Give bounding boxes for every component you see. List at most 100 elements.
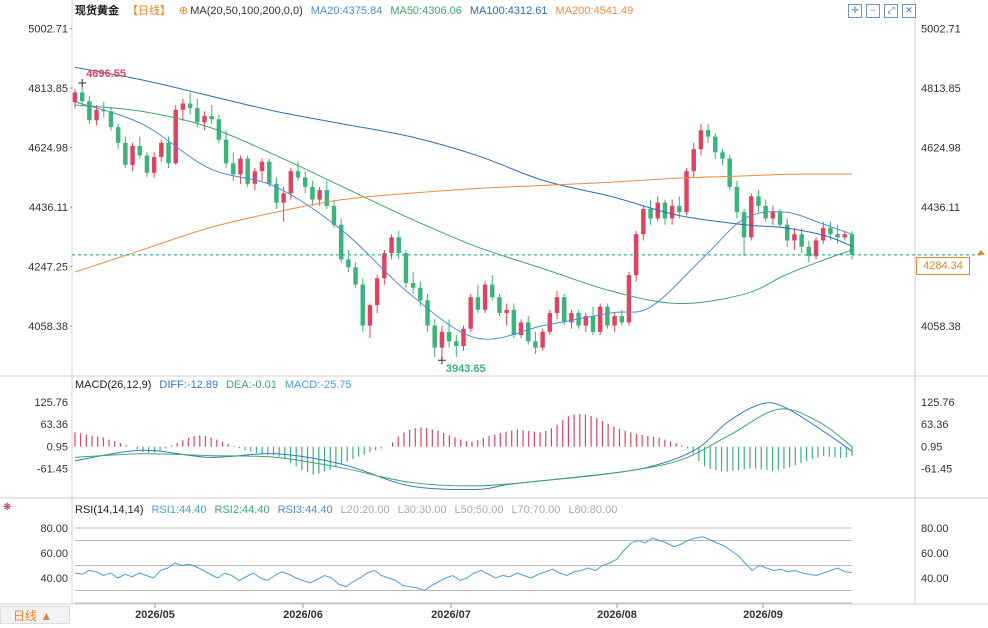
low-marker-icon xyxy=(437,356,446,365)
instrument-title: 现货黄金 xyxy=(75,5,119,17)
candle-body xyxy=(346,259,351,268)
candle-body xyxy=(705,130,711,137)
period-label[interactable]: 【日线】 xyxy=(127,5,171,17)
candle-body xyxy=(504,309,509,313)
candle-body xyxy=(756,196,761,206)
macd-tick-right: 0.95 xyxy=(921,441,942,453)
price-tick-left: 5002.71 xyxy=(28,24,68,36)
ma20-line xyxy=(74,101,853,340)
rsi-l80-value: L80:80.00 xyxy=(568,504,618,516)
candle-body xyxy=(849,234,855,255)
candle-body xyxy=(684,171,689,213)
candle-body xyxy=(209,116,214,120)
rsi-tick-right: 60.00 xyxy=(921,548,949,560)
macd-tick-left: -61.45 xyxy=(37,464,68,476)
candle-body xyxy=(799,234,804,247)
candle-body xyxy=(641,208,646,235)
crosshair-icon[interactable]: ✛ xyxy=(848,4,862,18)
candle-body xyxy=(813,240,819,257)
rsi-l70-value: L70:70.00 xyxy=(511,504,561,516)
rsi-line xyxy=(74,536,853,592)
candle-body xyxy=(367,305,373,326)
candle-body xyxy=(662,202,668,219)
candle-body xyxy=(828,227,833,235)
candle-body xyxy=(130,145,135,165)
candle-body xyxy=(749,196,754,238)
candle-body xyxy=(238,158,243,175)
candle-body xyxy=(79,92,85,102)
candle-body xyxy=(123,142,128,165)
candle-body xyxy=(612,316,617,326)
ma20-value: MA20:4375.84 xyxy=(310,5,383,17)
candle-body xyxy=(835,234,840,238)
time-tick-label: 2026/06 xyxy=(283,609,323,621)
fullscreen-icon[interactable]: ⤢ xyxy=(884,4,898,18)
candle-body xyxy=(187,103,193,109)
zoom-out-icon[interactable]: − xyxy=(866,4,880,18)
close-icon[interactable]: ✕ xyxy=(902,4,916,18)
candle-body xyxy=(597,306,603,332)
ma50-value: MA50:4306.06 xyxy=(390,5,462,17)
rsi-tick-left: 80.00 xyxy=(40,523,68,535)
candle-body xyxy=(540,331,545,348)
time-tick-label: 2026/05 xyxy=(135,609,175,621)
current-price-marker-icon xyxy=(977,249,985,255)
macd-tick-right: -61.45 xyxy=(921,464,952,476)
candle-body xyxy=(720,152,725,159)
candle-body xyxy=(310,186,315,200)
rsi-tick-right: 80.00 xyxy=(921,523,949,535)
candle-body xyxy=(547,312,553,332)
indicator-settings-icon[interactable]: ❋ xyxy=(3,502,12,513)
macd-macd-value: MACD:-25.75 xyxy=(284,379,352,391)
candle-body xyxy=(151,157,157,173)
candle-body xyxy=(475,297,481,310)
candle-body xyxy=(317,190,322,200)
price-tick-left: 4624.98 xyxy=(28,143,68,155)
price-tick-right: 5002.71 xyxy=(921,24,961,36)
candle-body xyxy=(252,171,258,184)
macd-tick-right: 125.76 xyxy=(921,397,955,409)
candle-body xyxy=(713,136,718,153)
rsi-legend: RSI(14,14,14) RSI1:44.40 RSI2:44.40 RSI3:44… xyxy=(75,503,625,517)
period-selector-button[interactable]: 日线 ▲ xyxy=(0,606,70,624)
candle-body xyxy=(446,331,452,342)
candle-body xyxy=(497,297,502,313)
candle-body xyxy=(569,312,574,323)
candle-body xyxy=(331,205,337,225)
settings-icon[interactable]: ⊕ xyxy=(179,5,189,17)
candle-body xyxy=(159,142,164,158)
candle-body xyxy=(281,193,286,203)
macd-dea-value: DEA:-0.01 xyxy=(226,379,277,391)
candle-body xyxy=(137,145,142,156)
candle-body xyxy=(468,297,473,329)
candle-body xyxy=(583,316,589,326)
candle-body xyxy=(648,208,653,219)
ma100-line xyxy=(74,66,853,247)
candle-body xyxy=(792,234,797,241)
candle-body xyxy=(216,119,222,140)
candle-body xyxy=(533,341,538,348)
price-tick-right: 4624.98 xyxy=(921,143,961,155)
ma200-line xyxy=(74,173,853,273)
price-legend: 现货黄金 【日线】 ⊕ MA(20,50,100,200,0,0) MA20:4375.… xyxy=(75,4,641,18)
candle-body xyxy=(777,212,783,225)
high-marker-icon xyxy=(78,78,87,87)
macd-dea-line xyxy=(74,408,853,487)
candle-body xyxy=(202,116,207,123)
candle-body xyxy=(144,155,150,173)
candle-body xyxy=(418,287,423,301)
candle-body xyxy=(439,331,445,348)
price-tick-right: 4058.38 xyxy=(921,321,961,333)
macd-tick-left: 125.76 xyxy=(34,397,68,409)
candle-body xyxy=(108,111,114,128)
candle-body xyxy=(245,158,250,184)
candle-body xyxy=(461,328,466,347)
rsi-l30-value: L30:30.00 xyxy=(397,504,447,516)
candle-body xyxy=(698,130,704,150)
candle-body xyxy=(195,108,200,123)
candle-body xyxy=(490,284,495,298)
candle-body xyxy=(590,316,596,332)
rsi-tick-left: 60.00 xyxy=(40,548,68,560)
